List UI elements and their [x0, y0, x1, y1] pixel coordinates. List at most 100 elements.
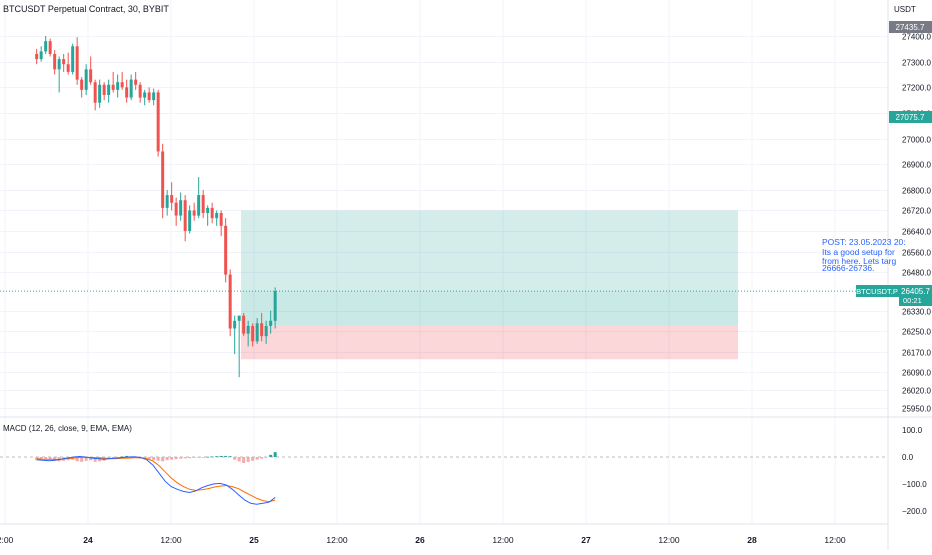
stop-zone	[241, 325, 738, 360]
signal-line	[36, 456, 276, 503]
candle-body	[255, 323, 259, 342]
macd-histogram-bar	[174, 457, 178, 460]
macd-histogram-bar	[269, 454, 273, 457]
candle-body	[192, 210, 196, 216]
macd-tick-label: −200.0	[902, 507, 927, 516]
macd-label[interactable]: MACD (12, 26, close, 9, EMA, EMA)	[3, 424, 132, 433]
macd-histogram-bar	[147, 457, 151, 460]
long-position-tool[interactable]	[0, 210, 888, 360]
price-tick-label: 26170.0	[902, 349, 931, 358]
time-tick-label: 12:00	[492, 535, 514, 545]
macd-histogram-bar	[89, 457, 93, 461]
high-marker-badge	[889, 21, 932, 33]
price-axis[interactable]: 27400.027300.027200.027100.027000.026900…	[902, 33, 931, 516]
candle-body	[174, 202, 178, 216]
labels: BTCUSDT Perpetual Contract, 30, BYBIT US…	[3, 4, 916, 433]
price-tick-label: 26720.0	[902, 207, 931, 216]
candle-body	[98, 84, 102, 103]
price-tick-label: 26900.0	[902, 161, 931, 170]
macd-histogram-bar	[93, 457, 97, 462]
last-symbol-text: BTCUSDT.P	[856, 287, 898, 296]
candle-body	[210, 207, 214, 219]
macd-histogram-bar	[219, 455, 223, 457]
macd-histogram-bar	[35, 457, 39, 461]
macd-histogram-bar	[53, 457, 57, 461]
price-tick-label: 25950.0	[902, 405, 931, 414]
candle-body	[246, 325, 250, 334]
last-price-text: 26405.7	[901, 287, 930, 296]
candle-body	[201, 195, 205, 214]
candle-body	[273, 291, 277, 321]
candle-body	[251, 325, 255, 342]
time-tick-label: 2:00	[0, 535, 14, 545]
target-marker-text: 27075.7	[896, 113, 925, 122]
candle-body	[44, 41, 48, 52]
candle-body	[53, 53, 57, 70]
time-axis[interactable]: 2:00 24 12:00 25 12:00 26 12:00 27 12:00 28 12:00	[0, 535, 846, 545]
candle-body	[66, 64, 70, 72]
candle-body	[116, 82, 120, 90]
annotation-line: Its a good setup for	[822, 247, 895, 257]
macd-histogram-bar	[48, 457, 52, 460]
macd-histogram-bar	[255, 457, 259, 460]
candle-body	[269, 320, 273, 326]
macd-histogram-bar	[116, 457, 120, 458]
macd-histogram-bar	[215, 456, 219, 457]
macd-tick-label: −100.0	[902, 480, 927, 489]
candle-body	[161, 151, 165, 208]
candle-body	[120, 82, 124, 88]
candle-body	[165, 195, 169, 208]
price-tick-label: 27400.0	[902, 33, 931, 42]
price-tick-label: 27300.0	[902, 59, 931, 68]
price-annotation[interactable]: POST: 23.05.2023 20: Its a good setup fo…	[822, 237, 906, 273]
macd-histogram-bar	[183, 457, 187, 459]
annotation-line: from here. Lets targ	[822, 256, 896, 266]
candle-body	[170, 195, 174, 203]
candle-body	[71, 46, 75, 72]
candle-body	[242, 315, 246, 334]
grid	[0, 0, 888, 524]
macd-tick-label: 0.0	[902, 453, 914, 462]
candle-body	[125, 87, 129, 98]
candle-body	[107, 84, 111, 96]
time-tick-label: 12:00	[326, 535, 348, 545]
price-tick-label: 26560.0	[902, 249, 931, 258]
annotation-line: 26666-26736.	[822, 263, 874, 273]
candle-body	[39, 51, 43, 60]
candle-body	[138, 84, 142, 98]
countdown-text: 00:21	[903, 296, 922, 305]
symbol-title[interactable]: BTCUSDT Perpetual Contract, 30, BYBIT	[3, 4, 169, 14]
price-tick-label: 26640.0	[902, 228, 931, 237]
price-tick-label: 26020.0	[902, 387, 931, 396]
macd-histogram-bar	[84, 457, 88, 461]
candle-body	[102, 84, 106, 96]
time-tick-label: 28	[747, 535, 757, 545]
candle-body	[228, 274, 232, 329]
candle-body	[224, 225, 228, 275]
macd-histogram-bar	[80, 457, 84, 462]
candle-body	[188, 210, 192, 231]
candle-body	[183, 200, 187, 231]
macd-histogram-bar	[228, 456, 232, 457]
macd-histogram-bar	[170, 457, 174, 460]
candle-body	[156, 92, 160, 152]
macd-histogram-bar	[111, 457, 115, 459]
macd-histogram-bar	[237, 457, 241, 462]
macd-histogram-bar	[165, 457, 169, 461]
candle-body	[134, 79, 138, 85]
macd-pane	[0, 452, 888, 505]
time-tick-label: 12:00	[658, 535, 680, 545]
candle-body	[179, 200, 183, 216]
last-price-badge	[899, 285, 932, 306]
price-tick-label: 26250.0	[902, 328, 931, 337]
candle-body	[147, 92, 151, 101]
price-tick-label: 26330.0	[902, 308, 931, 317]
price-badges: 27435.7 27075.7 BTCUSDT.P 26405.7 00:21	[856, 21, 932, 306]
macd-histogram-bar	[206, 456, 210, 458]
candle-body	[48, 41, 52, 54]
currency-label[interactable]: USDT	[894, 5, 916, 14]
candle-body	[264, 325, 268, 337]
candle-body	[89, 69, 93, 83]
